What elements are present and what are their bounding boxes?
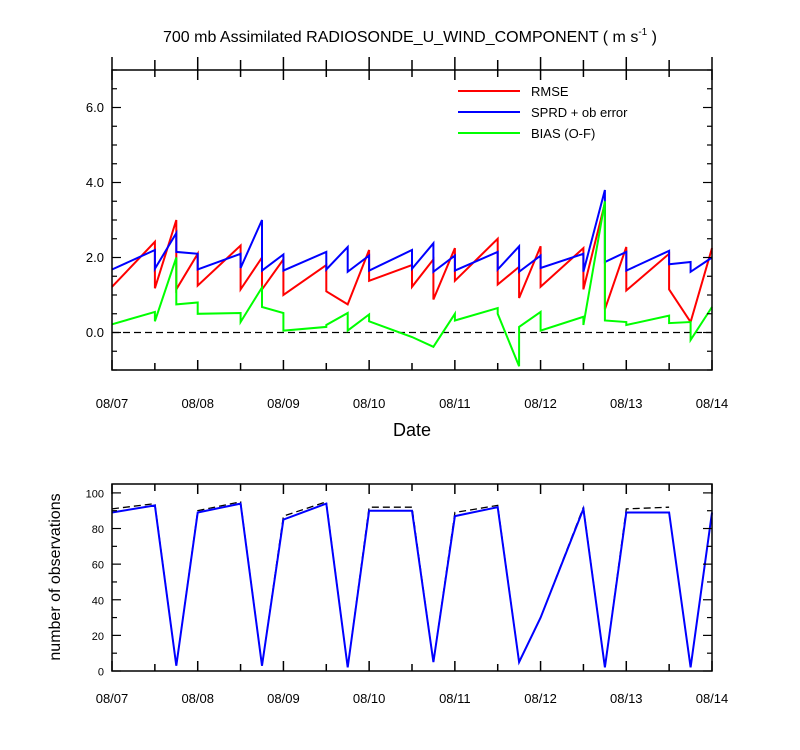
x-tick-label: 08/11 [439, 691, 471, 706]
y-tick-label: 20 [92, 631, 104, 643]
series-line-sprd-ob-error [111, 189, 713, 274]
bottom-y-axis-label: number of observations [47, 493, 64, 660]
x-tick-label: 08/08 [181, 691, 214, 706]
y-tick-label: 0 [98, 667, 104, 679]
y-tick-label: 80 [92, 524, 104, 536]
x-tick-label: 08/10 [353, 396, 386, 411]
title-unit-exponent: -1 [638, 27, 647, 38]
x-tick-label: 08/07 [96, 691, 129, 706]
top-panel: 08/07 08/08 08/09 08/10 08/11 08/12 08/13 08/14… [86, 57, 728, 440]
bottom-axis-ticks: 08/07 08/08 08/09 08/10 08/11 08/12 08/13 08/14… [86, 484, 729, 706]
x-tick-label: 08/09 [267, 396, 300, 411]
chart-title: 700 mb Assimilated RADIOSONDE_U_WIND_COM… [163, 27, 657, 46]
x-tick-label: 08/11 [439, 396, 471, 411]
series-line-series-1 [111, 502, 713, 668]
legend-entry: SPRD + ob error [531, 105, 628, 120]
x-tick-label: 08/12 [524, 691, 557, 706]
legend-entry: BIAS (O-F) [531, 126, 595, 141]
x-tick-label: 08/12 [524, 396, 557, 411]
series-line-bias-o-f [111, 201, 713, 367]
x-tick-label: 08/13 [610, 691, 643, 706]
y-tick-label: 0.0 [86, 325, 104, 340]
x-tick-label: 08/14 [696, 691, 729, 706]
bottom-panel: 08/07 08/08 08/09 08/10 08/11 08/12 08/13 08/14… [47, 483, 729, 706]
top-legend: RMSE SPRD + ob error BIAS (O-F) [458, 84, 628, 141]
y-tick-label: 100 [86, 488, 104, 500]
x-tick-label: 08/09 [267, 691, 300, 706]
legend-entry: RMSE [531, 84, 569, 99]
x-tick-label: 08/14 [696, 396, 729, 411]
y-tick-label: 2.0 [86, 250, 104, 265]
y-tick-label: 60 [92, 560, 104, 572]
x-tick-label: 08/07 [96, 396, 129, 411]
y-tick-label: 6.0 [86, 100, 104, 115]
bottom-series-lines [111, 500, 713, 668]
top-x-axis-label: Date [393, 420, 431, 440]
y-tick-label: 4.0 [86, 175, 104, 190]
x-tick-label: 08/13 [610, 396, 643, 411]
top-axis-ticks: 08/07 08/08 08/09 08/10 08/11 08/12 08/13 08/14… [86, 57, 728, 411]
x-tick-label: 08/10 [353, 691, 386, 706]
x-tick-label: 08/08 [181, 396, 214, 411]
top-series-lines [111, 189, 713, 367]
y-tick-label: 40 [92, 595, 104, 607]
